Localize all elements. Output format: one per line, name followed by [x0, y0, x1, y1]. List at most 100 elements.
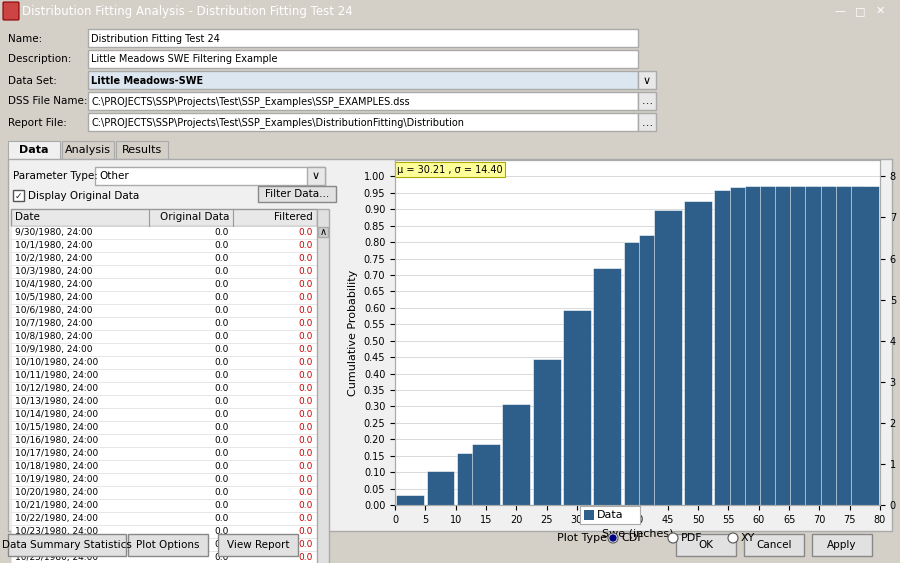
Text: C:\PROJECTS\SSP\Projects\Test\SSP_Examples\DistributionFitting\Distribution: C:\PROJECTS\SSP\Projects\Test\SSP_Exampl…: [91, 117, 464, 128]
FancyBboxPatch shape: [11, 356, 317, 369]
FancyBboxPatch shape: [11, 209, 317, 226]
Text: …: …: [642, 118, 652, 127]
Bar: [457, 453, 485, 505]
Text: 0.0: 0.0: [299, 228, 313, 237]
Text: 10/17/1980, 24:00: 10/17/1980, 24:00: [15, 449, 98, 458]
FancyBboxPatch shape: [11, 239, 317, 252]
Text: 0.0: 0.0: [214, 475, 229, 484]
Bar: [806, 186, 833, 505]
FancyBboxPatch shape: [676, 534, 736, 556]
Bar: [684, 201, 712, 505]
Text: Data: Data: [19, 145, 49, 155]
Text: 0.0: 0.0: [299, 358, 313, 367]
Text: 0.0: 0.0: [214, 306, 229, 315]
Text: 0.0: 0.0: [214, 267, 229, 276]
FancyBboxPatch shape: [11, 278, 317, 291]
Bar: [584, 510, 594, 520]
Text: Date: Date: [15, 212, 40, 222]
Text: 0.0: 0.0: [214, 384, 229, 393]
Text: 0.0: 0.0: [299, 410, 313, 419]
FancyBboxPatch shape: [11, 460, 317, 473]
Text: 10/16/1980, 24:00: 10/16/1980, 24:00: [15, 436, 98, 445]
Text: Distribution Fitting Analysis - Distribution Fitting Test 24: Distribution Fitting Analysis - Distribu…: [22, 5, 353, 17]
Text: 0.0: 0.0: [214, 410, 229, 419]
Text: Original Data: Original Data: [159, 212, 229, 222]
Text: 0.0: 0.0: [299, 423, 313, 432]
Text: 10/19/1980, 24:00: 10/19/1980, 24:00: [15, 475, 98, 484]
Bar: [730, 187, 758, 505]
FancyBboxPatch shape: [11, 226, 317, 239]
FancyBboxPatch shape: [88, 92, 638, 110]
Text: ✕: ✕: [876, 6, 885, 16]
FancyBboxPatch shape: [11, 538, 317, 551]
Text: 0.0: 0.0: [299, 319, 313, 328]
FancyBboxPatch shape: [11, 330, 317, 343]
Text: 0.0: 0.0: [214, 527, 229, 536]
Text: 10/24/1980, 24:00: 10/24/1980, 24:00: [15, 540, 98, 549]
Text: 0.0: 0.0: [214, 358, 229, 367]
FancyBboxPatch shape: [88, 113, 638, 131]
FancyBboxPatch shape: [11, 421, 317, 434]
Text: 10/4/1980, 24:00: 10/4/1980, 24:00: [15, 280, 93, 289]
Text: 0.0: 0.0: [299, 488, 313, 497]
Bar: [396, 495, 424, 505]
Circle shape: [728, 533, 738, 543]
Text: 0.0: 0.0: [299, 345, 313, 354]
Text: 0.0: 0.0: [214, 488, 229, 497]
FancyBboxPatch shape: [638, 113, 656, 131]
Text: 0.0: 0.0: [299, 436, 313, 445]
Text: 10/22/1980, 24:00: 10/22/1980, 24:00: [15, 514, 98, 523]
Y-axis label: Cumulative Probability: Cumulative Probability: [348, 269, 358, 396]
Text: CDF: CDF: [621, 533, 644, 543]
Text: 0.0: 0.0: [299, 553, 313, 562]
Text: 0.0: 0.0: [214, 371, 229, 380]
Text: PDF: PDF: [681, 533, 703, 543]
Text: 0.0: 0.0: [214, 540, 229, 549]
Text: 0.0: 0.0: [299, 293, 313, 302]
Text: Plot Options: Plot Options: [136, 540, 200, 550]
FancyBboxPatch shape: [11, 551, 317, 563]
Text: Display Original Data: Display Original Data: [28, 191, 140, 201]
Text: μ = 30.21 , σ = 14.40: μ = 30.21 , σ = 14.40: [398, 165, 503, 175]
Text: 10/18/1980, 24:00: 10/18/1980, 24:00: [15, 462, 98, 471]
Text: Little Meadows SWE Filtering Example: Little Meadows SWE Filtering Example: [91, 55, 277, 65]
Bar: [775, 186, 803, 505]
Text: OK: OK: [698, 540, 714, 550]
Bar: [472, 444, 500, 505]
Text: 10/9/1980, 24:00: 10/9/1980, 24:00: [15, 345, 93, 354]
FancyBboxPatch shape: [11, 317, 317, 330]
Text: 0.0: 0.0: [299, 462, 313, 471]
FancyBboxPatch shape: [128, 534, 208, 556]
Text: □: □: [855, 6, 865, 16]
Text: 0.0: 0.0: [299, 280, 313, 289]
FancyBboxPatch shape: [11, 512, 317, 525]
Bar: [850, 186, 878, 505]
FancyBboxPatch shape: [11, 369, 317, 382]
FancyBboxPatch shape: [8, 141, 60, 159]
FancyBboxPatch shape: [11, 395, 317, 408]
FancyBboxPatch shape: [11, 486, 317, 499]
FancyBboxPatch shape: [62, 141, 114, 159]
Text: 0.0: 0.0: [214, 462, 229, 471]
Text: 10/8/1980, 24:00: 10/8/1980, 24:00: [15, 332, 93, 341]
Text: Description:: Description:: [8, 55, 71, 65]
FancyBboxPatch shape: [11, 473, 317, 486]
FancyBboxPatch shape: [8, 534, 126, 556]
FancyBboxPatch shape: [88, 29, 638, 47]
Text: Distribution Fitting Test 24: Distribution Fitting Test 24: [91, 34, 220, 43]
Text: 10/5/1980, 24:00: 10/5/1980, 24:00: [15, 293, 93, 302]
Bar: [533, 359, 561, 505]
Text: 10/3/1980, 24:00: 10/3/1980, 24:00: [15, 267, 93, 276]
FancyBboxPatch shape: [11, 343, 317, 356]
FancyBboxPatch shape: [11, 499, 317, 512]
Bar: [821, 186, 849, 505]
Text: ∧: ∧: [320, 227, 327, 237]
FancyBboxPatch shape: [11, 382, 317, 395]
Text: Data: Data: [597, 510, 624, 520]
Text: Apply: Apply: [827, 540, 857, 550]
Bar: [715, 190, 742, 505]
Bar: [624, 242, 652, 505]
Text: 0.0: 0.0: [214, 319, 229, 328]
Text: 0.0: 0.0: [214, 293, 229, 302]
Text: 10/10/1980, 24:00: 10/10/1980, 24:00: [15, 358, 98, 367]
